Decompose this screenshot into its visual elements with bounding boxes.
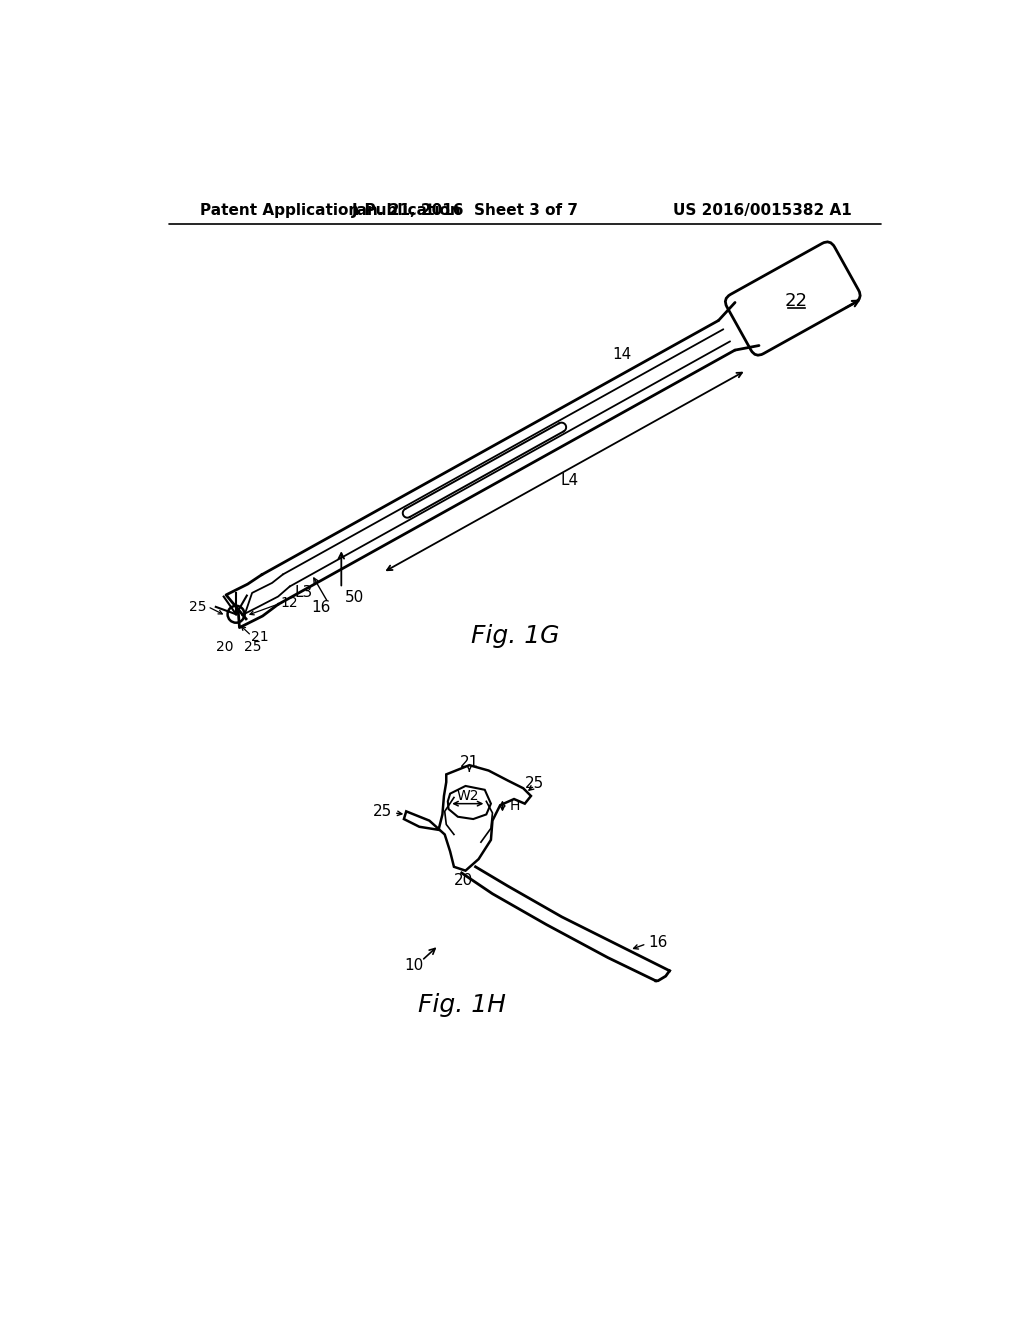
Text: 25: 25 (189, 599, 207, 614)
PathPatch shape (447, 785, 490, 818)
Text: 25: 25 (244, 640, 261, 653)
Text: Jan. 21, 2016  Sheet 3 of 7: Jan. 21, 2016 Sheet 3 of 7 (352, 203, 579, 218)
Text: 16: 16 (648, 935, 668, 950)
Text: 12: 12 (281, 595, 298, 610)
Text: 21: 21 (252, 631, 269, 644)
Text: H: H (509, 799, 520, 813)
Text: 20: 20 (454, 873, 473, 888)
Text: L4: L4 (561, 474, 579, 488)
Text: 16: 16 (311, 601, 331, 615)
Text: W2: W2 (457, 789, 479, 803)
PathPatch shape (403, 766, 531, 871)
Text: Patent Application Publication: Patent Application Publication (200, 203, 461, 218)
Text: 22: 22 (785, 292, 808, 310)
Text: 25: 25 (373, 804, 392, 818)
Text: 10: 10 (404, 958, 424, 973)
Text: 21: 21 (460, 755, 479, 771)
Text: L3: L3 (295, 585, 312, 599)
Text: Fig. 1H: Fig. 1H (418, 994, 506, 1018)
Text: 50: 50 (345, 590, 365, 605)
Text: 14: 14 (612, 347, 632, 362)
Text: US 2016/0015382 A1: US 2016/0015382 A1 (673, 203, 851, 218)
Text: Fig. 1G: Fig. 1G (471, 624, 560, 648)
Text: 20: 20 (216, 640, 233, 653)
Text: 25: 25 (525, 776, 545, 791)
